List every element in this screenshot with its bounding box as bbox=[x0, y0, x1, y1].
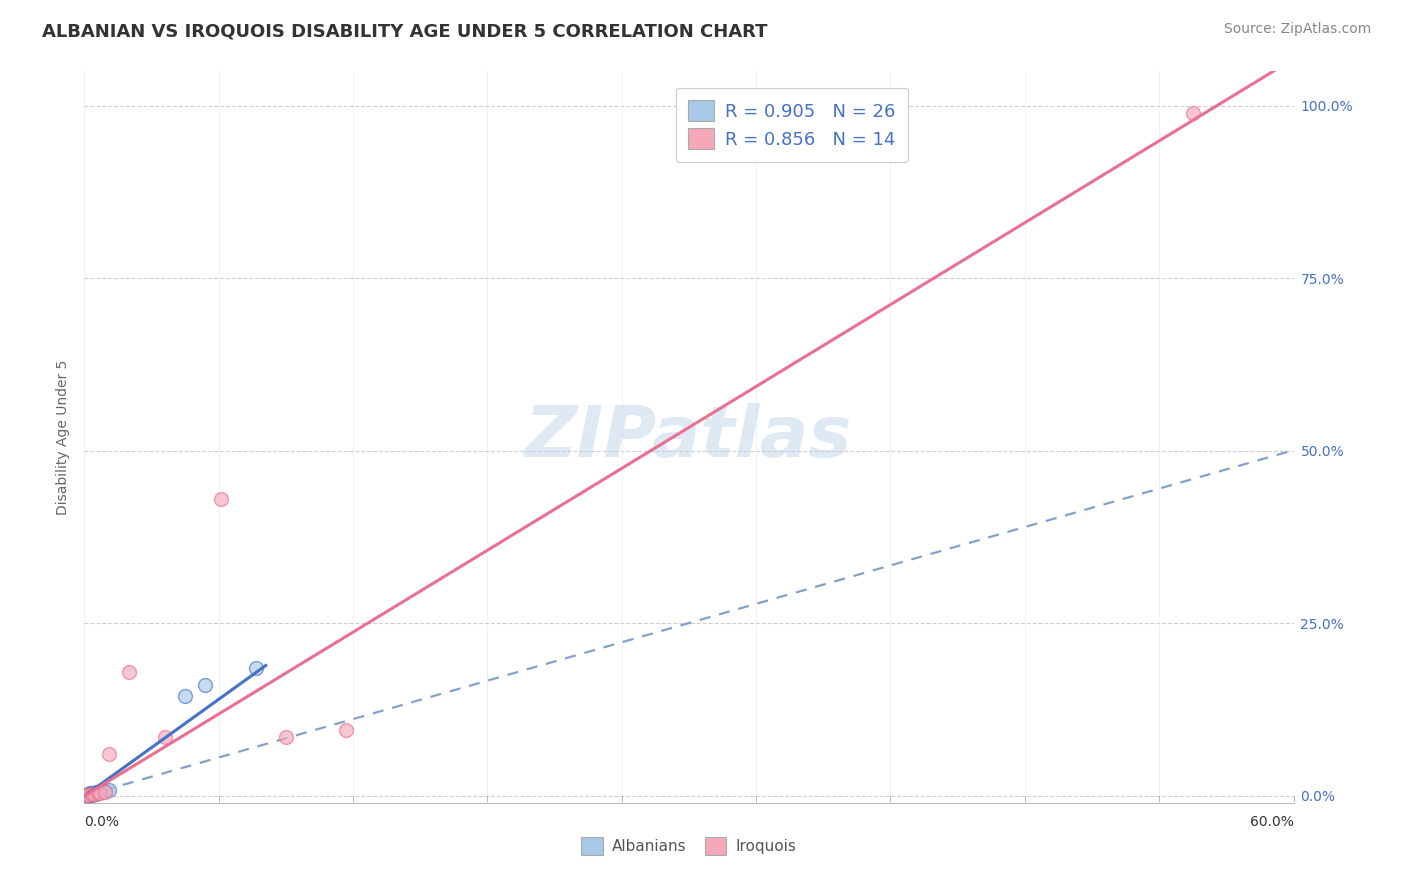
Point bbox=[79, 787, 101, 801]
Point bbox=[335, 723, 357, 738]
Text: Source: ZipAtlas.com: Source: ZipAtlas.com bbox=[1223, 22, 1371, 37]
Point bbox=[77, 788, 100, 802]
Point bbox=[77, 787, 100, 801]
Point bbox=[245, 661, 267, 675]
Point bbox=[89, 785, 111, 799]
Point bbox=[79, 788, 101, 802]
Legend: Albanians, Iroquois: Albanians, Iroquois bbox=[575, 831, 803, 861]
Point bbox=[82, 787, 104, 801]
Point bbox=[75, 788, 97, 802]
Point bbox=[75, 788, 97, 802]
Point bbox=[83, 786, 105, 800]
Point bbox=[79, 786, 101, 800]
Point bbox=[77, 788, 100, 802]
Point bbox=[174, 689, 197, 703]
Point bbox=[209, 492, 232, 507]
Text: ALBANIAN VS IROQUOIS DISABILITY AGE UNDER 5 CORRELATION CHART: ALBANIAN VS IROQUOIS DISABILITY AGE UNDE… bbox=[42, 22, 768, 40]
Text: 60.0%: 60.0% bbox=[1250, 815, 1294, 830]
Point bbox=[86, 787, 108, 801]
Point bbox=[75, 788, 97, 802]
Point bbox=[82, 787, 104, 801]
Point bbox=[93, 784, 115, 798]
Point bbox=[77, 788, 100, 802]
Point bbox=[75, 788, 97, 802]
Y-axis label: Disability Age Under 5: Disability Age Under 5 bbox=[56, 359, 70, 515]
Point bbox=[79, 788, 101, 802]
Point bbox=[83, 787, 105, 801]
Point bbox=[87, 786, 110, 800]
Point bbox=[89, 786, 111, 800]
Point bbox=[1181, 105, 1204, 120]
Point bbox=[79, 787, 101, 801]
Text: ZIPatlas: ZIPatlas bbox=[526, 402, 852, 472]
Point bbox=[118, 665, 141, 679]
Point bbox=[86, 785, 108, 799]
Point bbox=[82, 786, 104, 800]
Point bbox=[153, 731, 176, 745]
Point bbox=[93, 785, 115, 799]
Point bbox=[77, 788, 100, 802]
Text: 0.0%: 0.0% bbox=[84, 815, 120, 830]
Point bbox=[97, 783, 120, 797]
Point bbox=[97, 747, 120, 762]
Point bbox=[274, 731, 297, 745]
Point bbox=[87, 785, 110, 799]
Point bbox=[194, 678, 217, 692]
Point bbox=[83, 787, 105, 801]
Point bbox=[82, 788, 104, 802]
